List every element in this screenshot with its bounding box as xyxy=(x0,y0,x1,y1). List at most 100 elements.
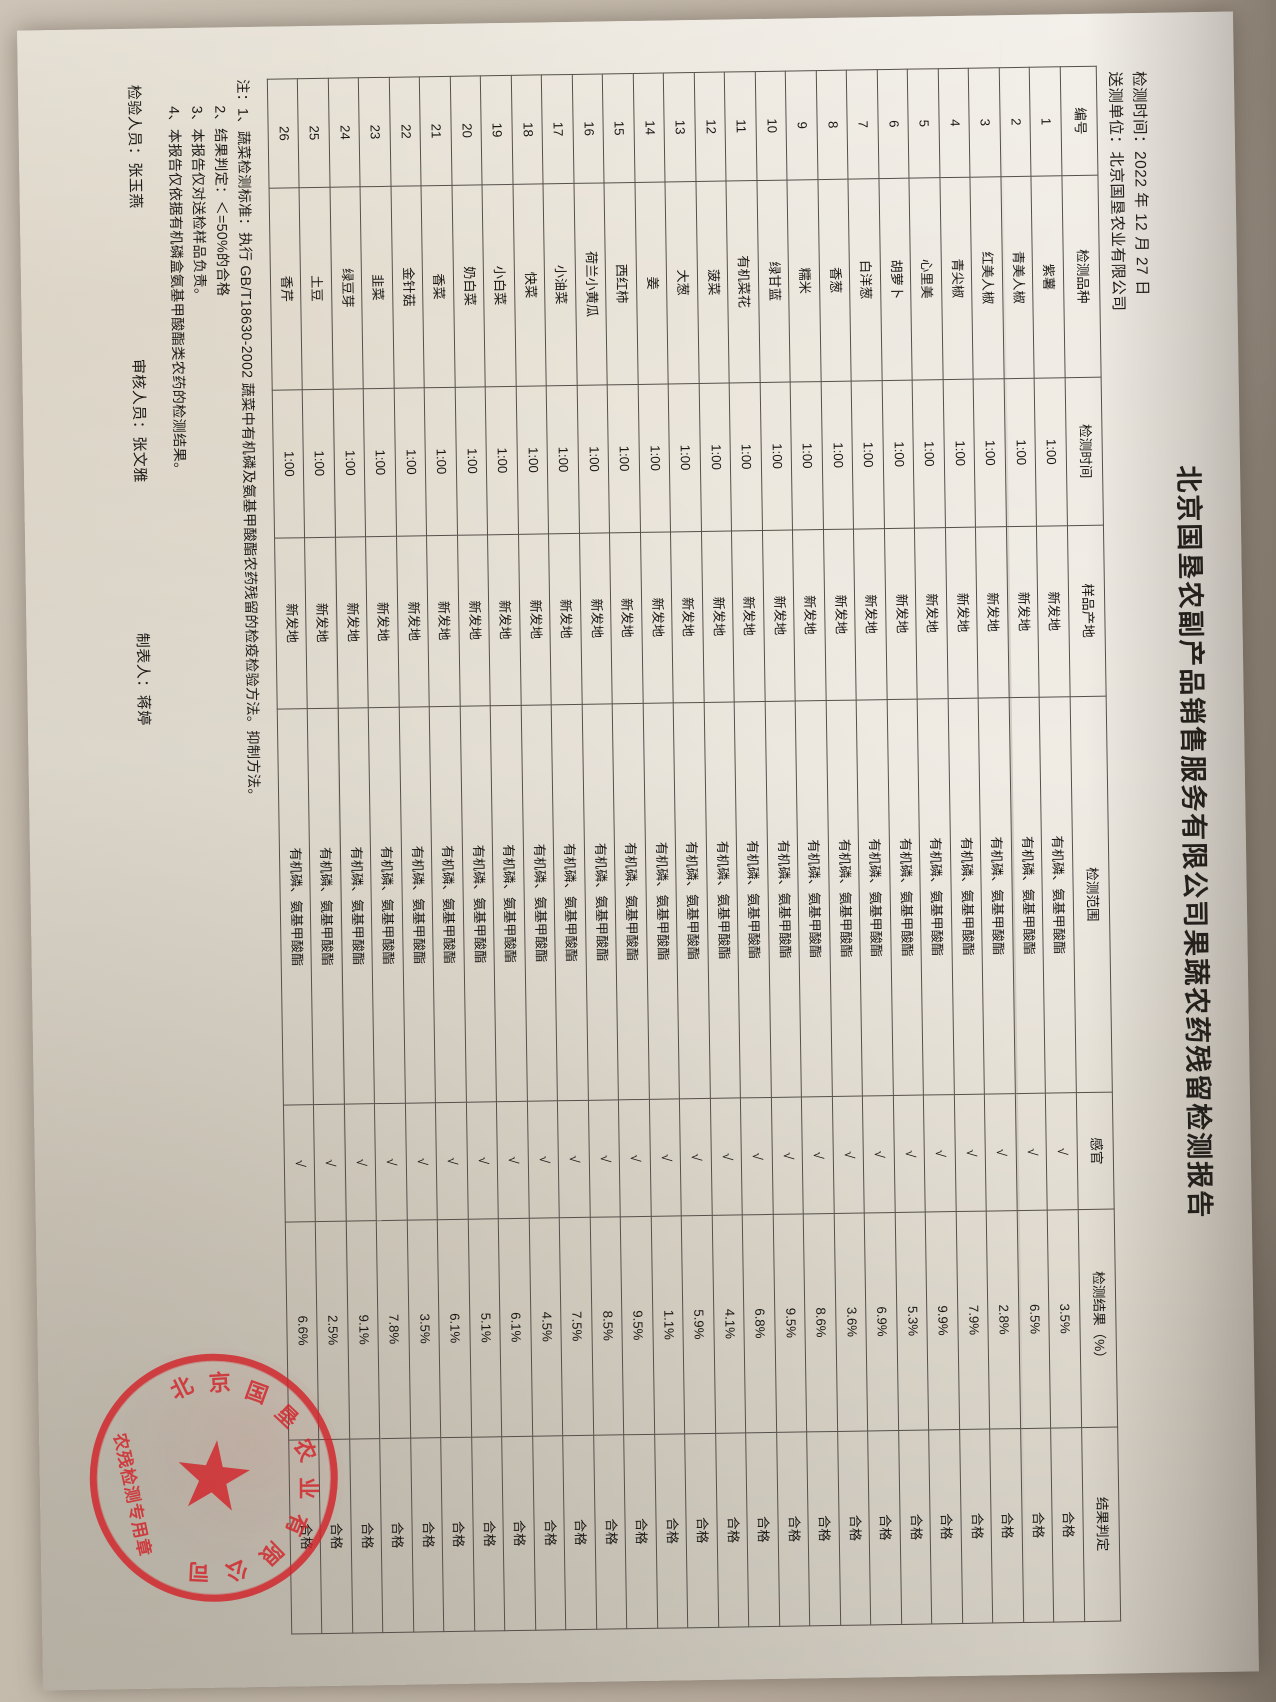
cell-time: 1:00 xyxy=(668,383,702,532)
cell-scope: 有机磷、氨基甲酸酯 xyxy=(277,708,314,1106)
cell-no: 2 xyxy=(999,67,1032,177)
cell-scope: 有机磷、氨基甲酸酯 xyxy=(551,704,589,1102)
cell-verdict: 合格 xyxy=(319,1438,353,1634)
cell-origin: 新发地 xyxy=(305,536,339,709)
cell-origin: 新发地 xyxy=(945,526,979,699)
cell-verdict: 合格 xyxy=(380,1437,414,1633)
inspector-name: 张玉燕 xyxy=(126,162,145,209)
cell-sense: √ xyxy=(893,1095,926,1213)
cell-origin: 新发地 xyxy=(579,532,613,705)
cell-time: 1:00 xyxy=(821,381,854,530)
cell-origin: 新发地 xyxy=(335,536,369,708)
cell-no: 11 xyxy=(724,71,757,181)
cell-sense: √ xyxy=(466,1102,499,1220)
cell-variety: 红美人椒 xyxy=(970,176,1005,380)
cell-result: 6.1% xyxy=(437,1219,472,1438)
cell-scope: 有机磷、氨基甲酸酯 xyxy=(917,698,955,1096)
cell-scope: 有机磷、氨基甲酸酯 xyxy=(643,702,680,1100)
cell-time: 1:00 xyxy=(485,386,519,535)
cell-variety: 香芹 xyxy=(269,187,303,391)
cell-verdict: 合格 xyxy=(807,1431,841,1626)
cell-scope: 有机磷、氨基甲酸酯 xyxy=(887,698,924,1096)
cell-scope: 有机磷、氨基甲酸酯 xyxy=(765,700,802,1098)
table-body: 1 紫薯 1:00 新发地 有机磷、氨基甲酸酯 √ 3.5% 合格 2 青美人椒 1:00 新发地 有机… xyxy=(267,66,1085,1635)
cell-sense: √ xyxy=(527,1101,560,1219)
cell-scope: 有机磷、氨基甲酸酯 xyxy=(795,700,833,1098)
cell-scope: 有机磷、氨基甲酸酯 xyxy=(704,701,741,1099)
cell-origin: 新发地 xyxy=(640,531,674,704)
cell-verdict: 合格 xyxy=(990,1428,1024,1624)
cell-sense: √ xyxy=(679,1098,713,1216)
cell-time: 1:00 xyxy=(302,389,336,538)
cell-result: 3.5% xyxy=(1047,1209,1082,1428)
cell-variety: 糯米 xyxy=(787,179,822,383)
cell-variety: 金针菇 xyxy=(391,185,425,389)
cell-verdict: 合格 xyxy=(532,1435,567,1631)
notes-block: 注：1、蔬菜检测标准：执行 GB/T18630-2002 蔬菜中有机磷及氨基甲酸… xyxy=(161,79,277,1636)
cell-no: 20 xyxy=(450,75,483,186)
note-index: 2、 xyxy=(211,105,228,129)
cell-no: 17 xyxy=(541,74,575,184)
cell-sense: √ xyxy=(313,1104,347,1222)
cell-result: 5.3% xyxy=(895,1211,930,1431)
cell-sense: √ xyxy=(649,1099,682,1217)
cell-variety: 大葱 xyxy=(665,181,700,384)
cell-result: 8.6% xyxy=(803,1213,838,1432)
cell-time: 1:00 xyxy=(943,379,976,528)
cell-no: 19 xyxy=(480,75,514,185)
cell-variety: 绿豆芽 xyxy=(330,186,364,390)
cell-sense: √ xyxy=(435,1102,469,1220)
cell-scope: 有机磷、氨基甲酸酯 xyxy=(978,697,1016,1095)
cell-no: 14 xyxy=(633,72,666,183)
cell-no: 16 xyxy=(572,73,605,184)
cell-scope: 有机磷、氨基甲酸酯 xyxy=(490,705,528,1103)
cell-variety: 荷兰小黄瓜 xyxy=(574,182,608,386)
cell-sense: √ xyxy=(405,1102,438,1221)
cell-no: 3 xyxy=(968,67,1001,178)
cell-result: 7.8% xyxy=(376,1220,411,1439)
cell-scope: 有机磷、氨基甲酸酯 xyxy=(673,702,711,1100)
cell-no: 21 xyxy=(419,76,453,186)
cell-time: 1:00 xyxy=(394,387,428,536)
cell-variety: 西红柿 xyxy=(604,182,639,385)
cell-verdict: 合格 xyxy=(959,1428,994,1624)
cell-result: 2.5% xyxy=(315,1221,350,1440)
cell-time: 1:00 xyxy=(699,382,732,532)
results-table: 编号 检测品种 检测时间 样品产地 检测范围 感官 检测结果（%） 结果判定 1… xyxy=(267,66,1121,1635)
cell-time: 1:00 xyxy=(973,378,1007,527)
cell-verdict: 合格 xyxy=(837,1430,872,1626)
cell-no: 8 xyxy=(816,70,849,180)
cell-time: 1:00 xyxy=(455,386,489,535)
cell-scope: 有机磷、氨基甲酸酯 xyxy=(460,705,497,1103)
cell-sense: √ xyxy=(1045,1092,1079,1210)
inspector-signature: 检验人员：张玉燕 xyxy=(124,85,147,209)
cell-result: 1.1% xyxy=(651,1215,686,1434)
preparer-name: 蒋婷 xyxy=(134,694,153,726)
cell-origin: 新发地 xyxy=(457,534,491,707)
cell-verdict: 合格 xyxy=(868,1430,902,1625)
cell-scope: 有机磷、氨基甲酸酯 xyxy=(948,697,985,1095)
cell-no: 26 xyxy=(267,78,300,189)
cell-variety: 香葱 xyxy=(817,178,852,382)
cell-scope: 有机磷、氨基甲酸酯 xyxy=(734,701,772,1099)
cell-sense: √ xyxy=(1015,1093,1048,1211)
cell-verdict: 合格 xyxy=(593,1434,628,1630)
cell-scope: 有机磷、氨基甲酸酯 xyxy=(307,707,345,1105)
col-header-no: 编号 xyxy=(1060,66,1098,176)
cell-origin: 新发地 xyxy=(396,535,430,707)
cell-verdict: 合格 xyxy=(441,1436,475,1632)
cell-variety: 姜 xyxy=(634,181,669,385)
cell-scope: 有机磷、氨基甲酸酯 xyxy=(826,699,863,1097)
cell-no: 23 xyxy=(358,77,392,187)
cell-origin: 新发地 xyxy=(731,530,766,702)
col-header-scope: 检测范围 xyxy=(1070,695,1113,1093)
signature-row: 检验人员：张玉燕 审核人员：张文雅 制表人：蒋婷 xyxy=(124,81,169,1637)
cell-no: 25 xyxy=(297,78,331,188)
cell-variety: 奶白菜 xyxy=(452,184,486,388)
cell-origin: 新发地 xyxy=(518,533,552,706)
cell-time: 1:00 xyxy=(638,383,671,533)
cell-verdict: 合格 xyxy=(471,1436,506,1632)
cell-result: 4.5% xyxy=(529,1217,564,1436)
cell-time: 1:00 xyxy=(851,380,885,529)
